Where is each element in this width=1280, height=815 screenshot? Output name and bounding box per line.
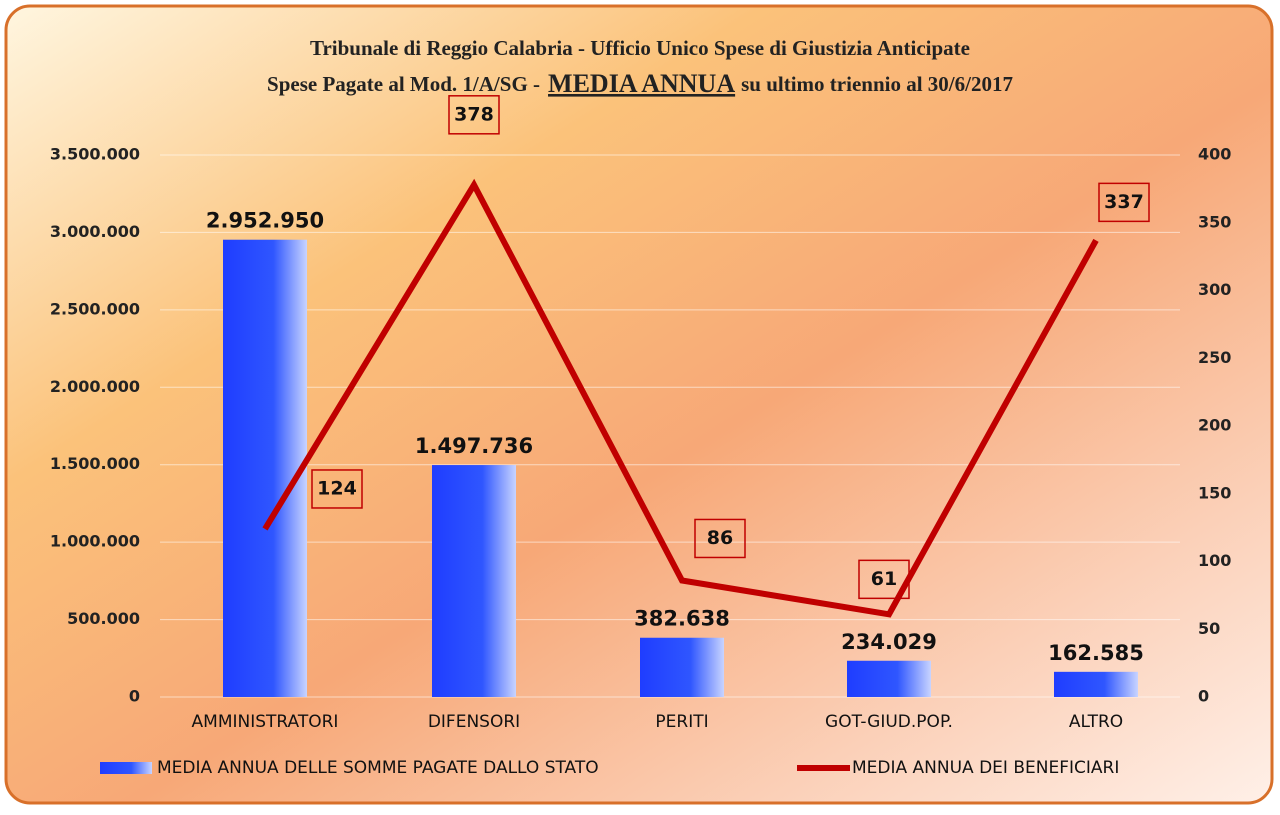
- line: [262, 178, 1099, 618]
- bar-value-label: 2.952.950: [206, 209, 324, 233]
- line-value-label: 124: [317, 477, 357, 499]
- x-tick-label: PERITI: [655, 712, 708, 732]
- y-tick-label: 2.000.000: [50, 377, 140, 396]
- label-box: [694, 518, 746, 559]
- y-tick-label: 3.000.000: [50, 222, 140, 241]
- x-tick-label: DIFENSORI: [428, 712, 520, 732]
- y2-tick-label: 50: [1198, 619, 1220, 638]
- y2-tick-label: 400: [1198, 145, 1231, 164]
- bar: [432, 465, 516, 697]
- label-box: [1098, 182, 1150, 223]
- y-tick-label: 1.000.000: [50, 532, 140, 551]
- y2-tick-label: 300: [1198, 280, 1231, 299]
- bar-value-label: 234.029: [841, 630, 937, 654]
- x-tick-label: ALTRO: [1069, 712, 1123, 732]
- y-tick-label: 1.500.000: [50, 454, 140, 473]
- y2-tick-label: 200: [1198, 416, 1231, 435]
- bar-value-label: 162.585: [1048, 641, 1144, 665]
- background: [4, 4, 1274, 805]
- label-box: [858, 559, 910, 600]
- subtitle-part: Spese Pagate al Mod. 1/A/SG -: [267, 72, 540, 96]
- bar: [640, 637, 724, 697]
- y2-tick-label: 100: [1198, 551, 1231, 570]
- legend-label: MEDIA ANNUA DEI BENEFICIARI: [852, 758, 1119, 778]
- subtitle-part: su ultimo triennio al 30/6/2017: [741, 72, 1013, 96]
- bar: [1054, 671, 1138, 697]
- line-value-label: 61: [871, 568, 897, 590]
- line-value-label: 337: [1104, 191, 1144, 213]
- bar: [223, 239, 307, 697]
- line-value-label: 86: [707, 527, 733, 549]
- line-value-label: 378: [454, 103, 494, 125]
- legend-label: MEDIA ANNUA DELLE SOMME PAGATE DALLO STA…: [157, 758, 599, 778]
- chart-title: Tribunale di Reggio Calabria - Ufficio U…: [310, 36, 970, 60]
- y2-tick-label: 0: [1198, 687, 1209, 706]
- x-tick-label: GOT-GIUD.POP.: [825, 712, 953, 732]
- y2-tick-label: 250: [1198, 348, 1231, 367]
- bar: [847, 660, 931, 697]
- y-tick-label: 500.000: [67, 609, 140, 628]
- subtitle-emphasis: MEDIA ANNUA: [548, 69, 735, 98]
- x-tick-label: AMMINISTRATORI: [192, 712, 339, 732]
- y-tick-label: 3.500.000: [50, 145, 140, 164]
- y2-tick-label: 350: [1198, 212, 1231, 231]
- chart-subtitle: Spese Pagate al Mod. 1/A/SG - MEDIA ANNUA…: [267, 69, 1013, 98]
- label-box: [311, 469, 363, 509]
- label-box: [448, 95, 500, 135]
- y-tick-label: 0: [129, 687, 140, 706]
- legend-swatch: [100, 762, 152, 774]
- y-tick-label: 2.500.000: [50, 299, 140, 318]
- bar-value-label: 1.497.736: [415, 434, 533, 458]
- y2-tick-label: 150: [1198, 483, 1231, 502]
- bar-value-label: 382.638: [634, 607, 730, 631]
